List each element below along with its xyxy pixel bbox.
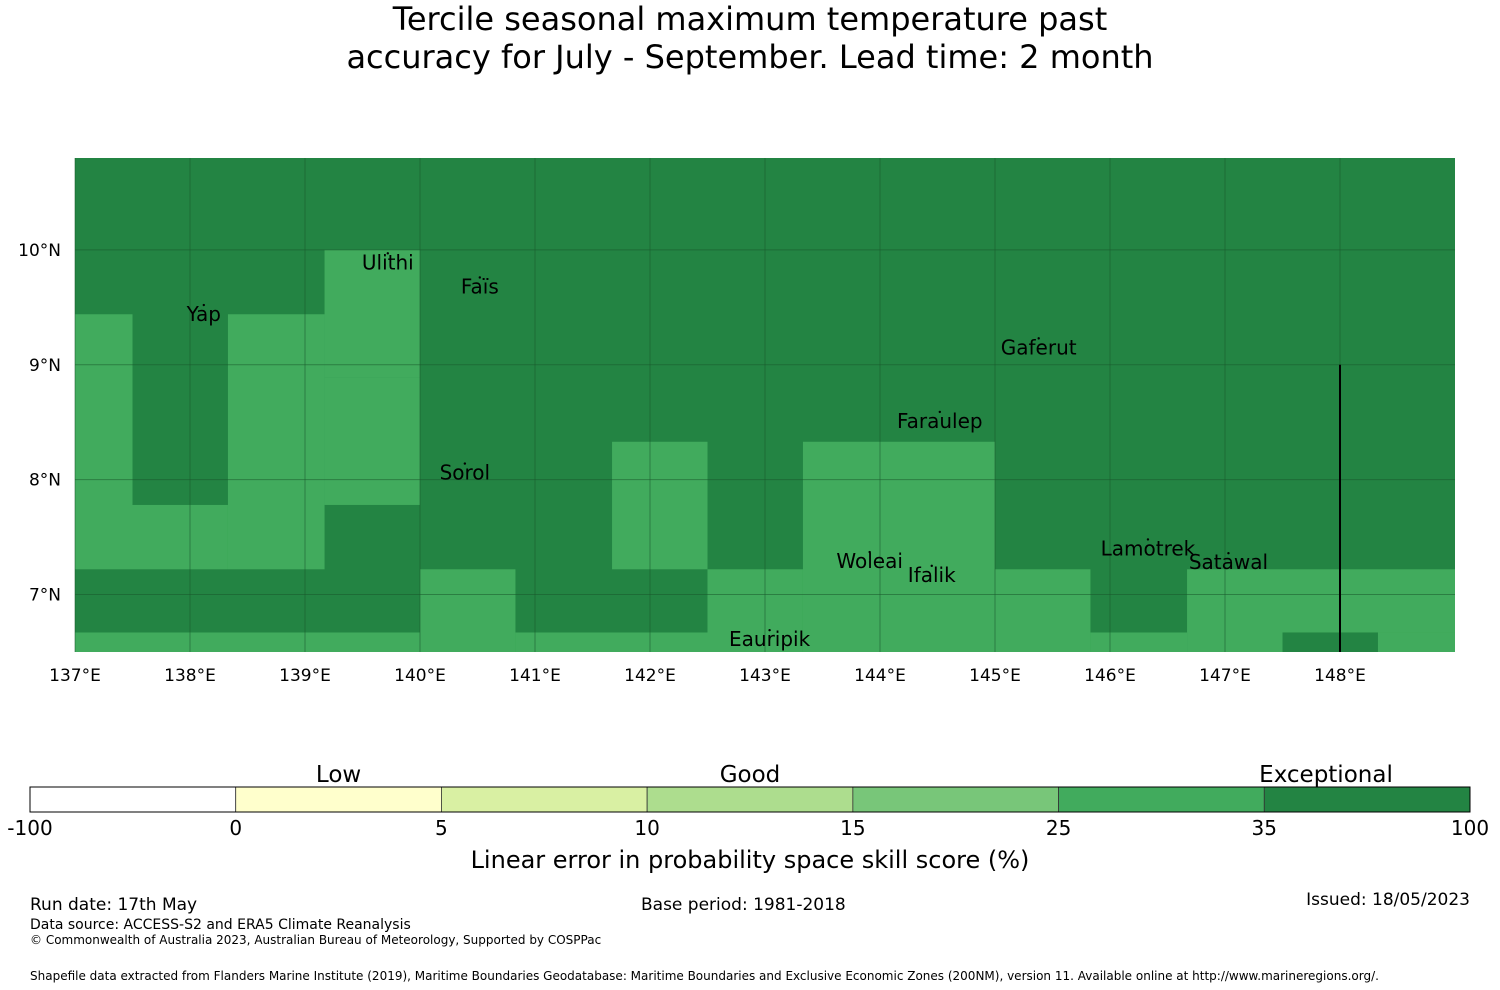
place-label: Woleai (836, 549, 903, 573)
colorbar-bin (29, 786, 237, 813)
colorbar-tick-label: 0 (229, 816, 242, 840)
lon-tick-label: 147°E (1199, 666, 1251, 686)
colorbar-tick-label: 25 (1046, 816, 1071, 840)
colorbar-outline (29, 786, 1471, 813)
colorbar-bin (852, 786, 1059, 813)
island-marker (478, 276, 481, 279)
island-marker (463, 462, 467, 465)
colorbar-tick-label: 100 (1451, 816, 1489, 840)
skill-cell (1377, 632, 1455, 652)
colorbar: -100 0 5 10 15 25 35 100 Low Good Exceptional Linea… (7, 762, 1489, 874)
lon-tick-label: 148°E (1314, 666, 1366, 686)
lon-tick-label: 140°E (394, 666, 446, 686)
colorbar-category-label: Exceptional (1259, 762, 1393, 788)
lon-tick-label: 139°E (279, 666, 331, 686)
lon-tick-label: 145°E (969, 666, 1021, 686)
colorbar-tick-label: 35 (1252, 816, 1277, 840)
skill-cell (1282, 569, 1455, 633)
colorbar-category-label: Good (720, 762, 781, 788)
colorbar-tick-label: 5 (435, 816, 448, 840)
map-axes: 10°N 9°N 8°N 7°N 137°E 138°E 139°E 140°E 141°E 14… (18, 241, 1366, 686)
map-title: Tercile seasonal maximum temperature pas… (0, 0, 1500, 76)
colorbar-tick-label: 10 (634, 816, 659, 840)
skill-cell (75, 632, 420, 652)
lat-tick-label: 7°N (29, 586, 61, 606)
lon-tick-label: 141°E (509, 666, 561, 686)
data-source: Data source: ACCESS-S2 and ERA5 Climate … (30, 917, 411, 933)
title-line-1: Tercile seasonal maximum temperature pas… (392, 0, 1108, 38)
colorbar-category-label: Low (316, 762, 361, 788)
title-line-2: accuracy for July - September. Lead time… (346, 38, 1154, 76)
island-marker (1037, 337, 1040, 340)
lat-tick-label: 10°N (18, 241, 61, 261)
lon-tick-label: 137°E (49, 666, 101, 686)
island-marker (386, 252, 389, 255)
place-label: Gaferut (1001, 335, 1077, 359)
base-period: Base period: 1981-2018 (641, 895, 846, 915)
skill-cell (132, 504, 228, 570)
lon-tick-label: 142°E (624, 666, 676, 686)
place-label: Eauripik (729, 627, 811, 651)
skill-cell (324, 377, 420, 505)
lon-tick-label: 146°E (1084, 666, 1136, 686)
skill-cell (707, 569, 803, 652)
colorbar-bin (1058, 786, 1265, 813)
lon-tick-label: 143°E (739, 666, 791, 686)
skill-cell (75, 314, 133, 570)
colorbar-tick-label: -100 (7, 816, 52, 840)
island-marker (1146, 538, 1150, 541)
place-label: Sorol (440, 461, 491, 485)
colorbar-bin (1263, 786, 1471, 813)
island-marker (868, 550, 871, 554)
skill-cell (515, 632, 708, 652)
skill-cell (227, 314, 325, 570)
colorbar-tick-label: 15 (840, 816, 865, 840)
island-marker (768, 628, 771, 632)
place-label: Satawal (1189, 550, 1268, 574)
lon-tick-label: 138°E (164, 666, 216, 686)
place-label: Faïs (461, 274, 499, 298)
skill-cell (1187, 569, 1283, 652)
island-marker (202, 303, 205, 307)
skill-cell (324, 249, 420, 378)
run-date: Run date: 17th May (30, 895, 198, 915)
colorbar-title: Linear error in probability space skill … (471, 846, 1030, 874)
skill-cell (802, 441, 995, 652)
skill-cell (612, 441, 708, 570)
place-label: Yap (186, 302, 221, 326)
place-label: Faraulep (897, 409, 983, 433)
colorbar-bin (441, 786, 648, 813)
place-label: Ifalik (908, 563, 956, 587)
skill-cell (1090, 632, 1188, 652)
lat-tick-label: 8°N (29, 471, 61, 491)
place-label: Ulithi (362, 250, 414, 274)
skill-cell (420, 569, 516, 652)
island-marker (1227, 552, 1230, 555)
issued-date: Issued: 18/05/2023 (1306, 890, 1470, 910)
colorbar-bin (646, 786, 854, 813)
skill-cell (995, 569, 1091, 652)
copyright: © Commonwealth of Australia 2023, Austra… (30, 933, 602, 947)
island-marker (938, 410, 941, 414)
lat-tick-label: 9°N (29, 356, 61, 376)
shapefile-credit: Shapefile data extracted from Flanders M… (30, 969, 1379, 983)
island-marker (930, 564, 933, 568)
colorbar-bin (235, 786, 442, 813)
lon-tick-label: 144°E (854, 666, 906, 686)
place-label: Lamotrek (1101, 536, 1196, 560)
map-area: Ulithi Faïs Yap Gaferut Faraulep Sorol Woleai L… (74, 158, 1455, 652)
